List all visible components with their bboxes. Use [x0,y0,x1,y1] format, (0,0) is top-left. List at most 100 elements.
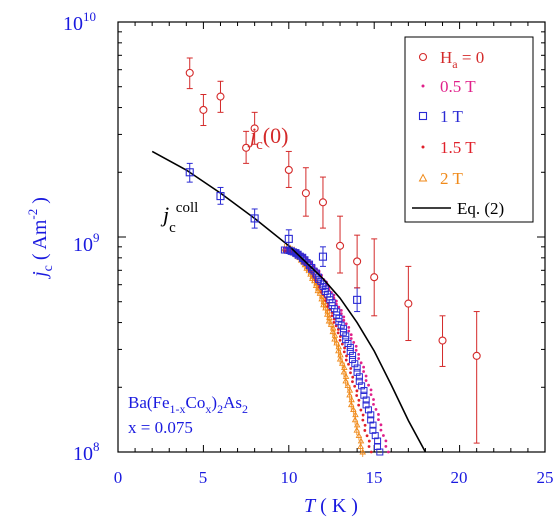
data-point-15t [330,314,334,318]
data-point-1t-curve [369,421,377,429]
data-point-2t [327,321,335,327]
data-point-2t [331,335,338,342]
data-point-2t [344,382,352,388]
data-point-ha0 [472,351,481,360]
data-point-05t [362,370,366,373]
data-point-ha0 [438,336,447,345]
data-point-15t [343,346,346,350]
data-point-05t [369,388,373,392]
data-point-1t-curve [342,336,350,344]
data-point-2t [350,406,357,413]
composition-label: x = 0.075 [128,418,193,437]
data-point-15t [367,439,371,443]
data-point-ha0 [199,105,208,114]
x-tick-label: 25 [537,468,554,487]
data-point-1t-curve [342,332,350,340]
data-point-1t-curve [340,325,348,333]
data-point-1t-curve [369,426,377,434]
data-point-1t-curve [346,347,354,355]
axis-ticks [117,21,546,453]
data-point-05t [377,418,380,421]
data-point-05t [357,353,361,356]
data-point-05t [372,402,375,406]
data-point-1t-curve [371,432,379,440]
data-point-15t [363,429,367,432]
data-point-1t-curve [374,437,382,445]
data-point-05t [337,305,341,309]
legend-marker-circle [418,52,428,62]
y-tick-label-1e8: 108 [73,439,100,465]
data-series [151,57,481,457]
data-point-05t [359,361,363,365]
legend-box [404,36,534,223]
data-point-15t [367,445,371,448]
data-point-2t [357,443,364,449]
data-point-ha0 [242,143,251,152]
data-point-1t [216,192,225,201]
data-point-05t [377,413,380,416]
data-point-1t-curve [349,351,357,359]
y-axis-title: jc ( Am-2 ) [25,197,56,280]
data-point-1t [284,234,293,243]
y-tick-label-1e9: 109 [73,230,100,256]
x-tick-labels: 0 5 10 15 20 25 [114,468,554,487]
data-point-1t-curve [308,265,316,273]
data-point-1t-curve [358,382,366,390]
data-point-2t [335,347,342,354]
data-point-15t [361,418,365,422]
data-point-2t [318,295,325,302]
data-point-15t [353,384,357,388]
data-point-15t [332,320,336,324]
x-axis-title: T ( K ) [304,495,358,517]
data-point-1t-curve [296,252,304,260]
legend-markers [412,52,451,209]
data-point-05t [347,329,351,333]
data-point-15t [336,331,340,335]
data-point-15t [369,450,373,454]
data-point-05t [386,450,390,454]
data-point-15t [349,367,353,370]
data-point-1t-curve [360,387,368,395]
data-point-1t-curve [314,275,322,283]
jc0-annotation: jc(0) [247,123,288,153]
data-point-05t [349,333,353,337]
data-point-05t [352,340,356,344]
data-point-ha0 [250,124,259,133]
data-point-1t [353,295,362,304]
data-point-ha0 [284,165,293,175]
x-tick-label: 15 [366,468,383,487]
legend-label-eq2: Eq. (2) [457,199,504,218]
data-point-15t [363,423,367,427]
data-point-05t [334,299,338,303]
legend-label-05t: 0.5 T [440,77,476,96]
data-point-1t-curve [353,368,361,376]
data-point-05t [347,325,351,329]
data-point-2t [303,264,310,271]
data-point-1t-curve [344,339,352,347]
data-point-2t [312,282,320,288]
data-point-15t [345,354,348,358]
data-point-ha0 [185,68,194,77]
legend-label-2t: 2 T [440,169,463,188]
data-point-2t [329,328,337,335]
data-point-05t [354,344,358,348]
x-tick-label: 20 [451,468,468,487]
data-point-2t [336,355,344,362]
legend-label-1t: 1 T [440,107,463,126]
jccoll-annotation: jccoll [160,200,198,236]
data-point-05t [367,383,370,387]
data-point-2t [314,287,322,294]
data-point-2t [355,432,363,439]
data-point-2t [359,448,367,455]
data-point-ha0 [216,92,225,101]
data-point-05t [354,348,358,352]
data-point-2t [323,310,331,317]
data-point-2t [325,317,333,324]
compound-formula: Ba(Fe1-xCox)2As2 [128,393,248,416]
data-point-1t-curve [362,396,370,404]
x-tick-label: 0 [114,468,123,487]
data-point-1t-curve [367,411,375,419]
data-point-05t [364,379,368,382]
data-point-15t [326,305,330,308]
data-point-ha0 [301,189,310,198]
